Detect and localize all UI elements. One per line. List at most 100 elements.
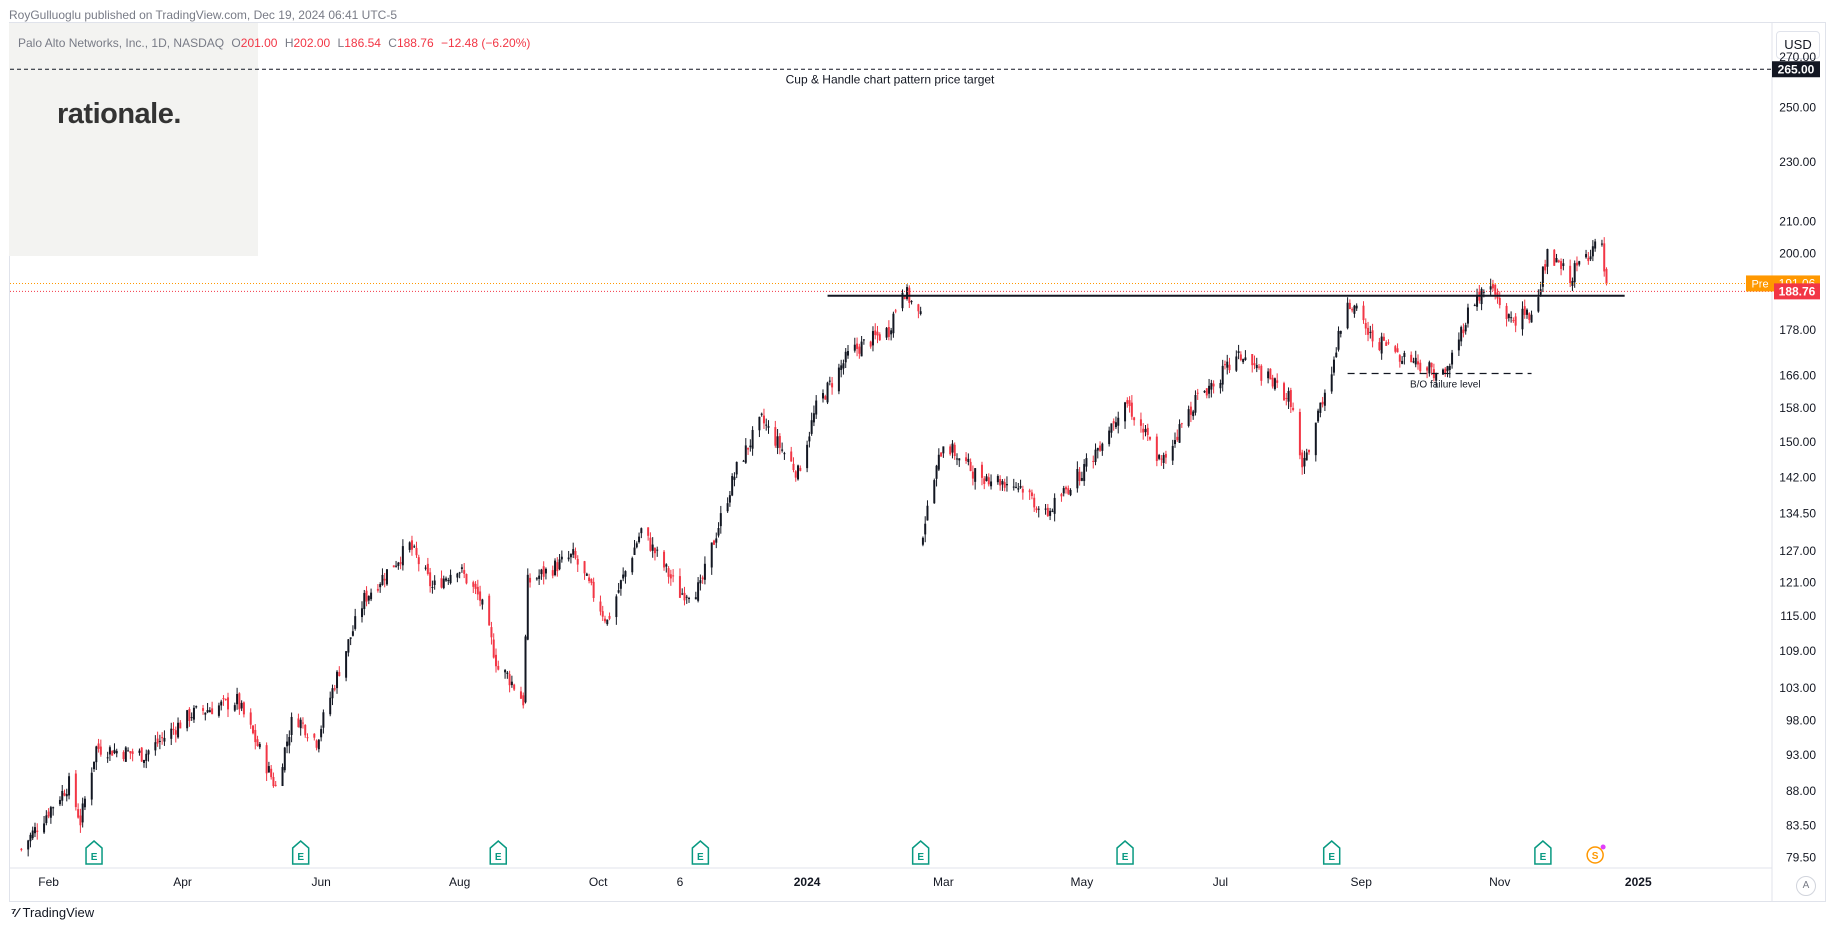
candle-body: [349, 637, 352, 639]
candle-body: [1101, 443, 1104, 451]
candle-body: [1239, 354, 1242, 360]
candle-body: [1253, 363, 1256, 366]
candle-body: [1226, 361, 1229, 368]
candle-body: [649, 537, 652, 551]
candle-body: [506, 672, 509, 674]
candle-body: [320, 729, 323, 738]
x-tick-label: Mar: [933, 875, 954, 889]
candle-body: [297, 718, 300, 728]
candle-body: [1180, 423, 1183, 425]
candle-body: [1364, 323, 1367, 329]
candle-body: [45, 815, 48, 824]
candle-body: [967, 458, 970, 462]
candle-body: [65, 794, 68, 797]
candle-body: [560, 556, 563, 560]
candle-body: [926, 505, 929, 521]
candle-body: [224, 699, 227, 701]
candle-body: [1562, 263, 1565, 267]
candle-body: [510, 681, 513, 686]
candle-body: [442, 578, 445, 589]
candle-body: [601, 611, 604, 617]
candle-body: [971, 471, 974, 479]
candle-body: [633, 547, 636, 555]
candle-body: [1287, 390, 1290, 402]
earnings-marker-icon: [911, 840, 930, 865]
candle-body: [413, 546, 416, 548]
candle-body: [1276, 380, 1279, 383]
candle-body: [208, 710, 211, 713]
candle-body: [783, 453, 786, 455]
candle-body: [242, 702, 245, 715]
candle-body: [1251, 354, 1254, 366]
pre-market-tag: [1746, 275, 1774, 292]
candle-body: [322, 712, 325, 728]
candle-body: [1194, 395, 1197, 413]
candle-body: [1466, 307, 1469, 324]
candle-body: [615, 596, 618, 618]
candle-body: [1285, 397, 1288, 399]
candle-body: [1557, 260, 1560, 263]
candle-body: [195, 706, 198, 708]
candle-body: [733, 476, 736, 480]
candle-body: [1446, 366, 1449, 372]
candle-body: [272, 776, 275, 787]
candle-body: [672, 575, 675, 577]
candle-body: [1605, 268, 1608, 284]
candle-body: [1155, 436, 1158, 461]
candle-body: [592, 581, 595, 598]
candle-body: [715, 538, 718, 543]
currency-button[interactable]: USD: [1776, 31, 1820, 59]
candle-body: [540, 569, 543, 575]
candle-body: [853, 344, 856, 351]
auto-scale-button[interactable]: A: [1796, 876, 1816, 896]
candle-body: [731, 476, 734, 496]
candle-body: [124, 747, 127, 762]
candle-body: [794, 471, 797, 478]
candle-body: [1546, 249, 1549, 267]
ohlc-legend: Palo Alto Networks, Inc., 1D, NASDAQ O20…: [18, 36, 530, 50]
earnings-marker-label: E: [1328, 852, 1335, 863]
candle-body: [1210, 382, 1213, 390]
candle-body: [79, 815, 82, 826]
candle-body: [504, 670, 507, 673]
candle-body: [163, 737, 166, 742]
candle-body: [336, 671, 339, 689]
candle-body: [717, 528, 720, 536]
candle-body: [381, 574, 384, 585]
dividend-marker-dot: [1600, 844, 1606, 850]
candle-body: [1362, 305, 1365, 321]
candle-body: [58, 799, 61, 805]
candle-body: [663, 551, 666, 568]
earnings-marker-icon: [85, 840, 103, 865]
y-tick-label: 178.00: [1779, 323, 1816, 337]
candle-body: [588, 577, 591, 582]
candle-body: [1273, 378, 1276, 390]
candle-body: [1237, 351, 1240, 354]
candle-body: [776, 436, 779, 449]
candle-body: [1585, 254, 1588, 258]
candle-body: [1162, 455, 1165, 463]
candle-body: [1255, 364, 1258, 369]
candle-body: [301, 722, 304, 724]
candle-body: [1301, 452, 1304, 468]
candle-body: [1223, 364, 1226, 366]
candle-body: [665, 564, 668, 567]
low-label: L: [337, 36, 345, 50]
candle-body: [306, 737, 309, 739]
candle-body: [1460, 327, 1463, 342]
candle-body: [1348, 302, 1351, 310]
x-tick-label: Apr: [173, 875, 192, 889]
candle-body: [822, 393, 825, 399]
candle-body: [1600, 243, 1603, 245]
candle-body: [33, 827, 36, 834]
candle-body: [188, 708, 191, 721]
candle-body: [519, 691, 522, 699]
candle-body: [529, 577, 532, 583]
candle-body: [987, 477, 990, 485]
candle-body: [749, 445, 752, 448]
candle-body: [1335, 352, 1338, 358]
candle-body: [1555, 258, 1558, 263]
candle-body: [713, 540, 715, 545]
earnings-marker-label: E: [91, 852, 98, 863]
candle-body: [1212, 383, 1215, 387]
